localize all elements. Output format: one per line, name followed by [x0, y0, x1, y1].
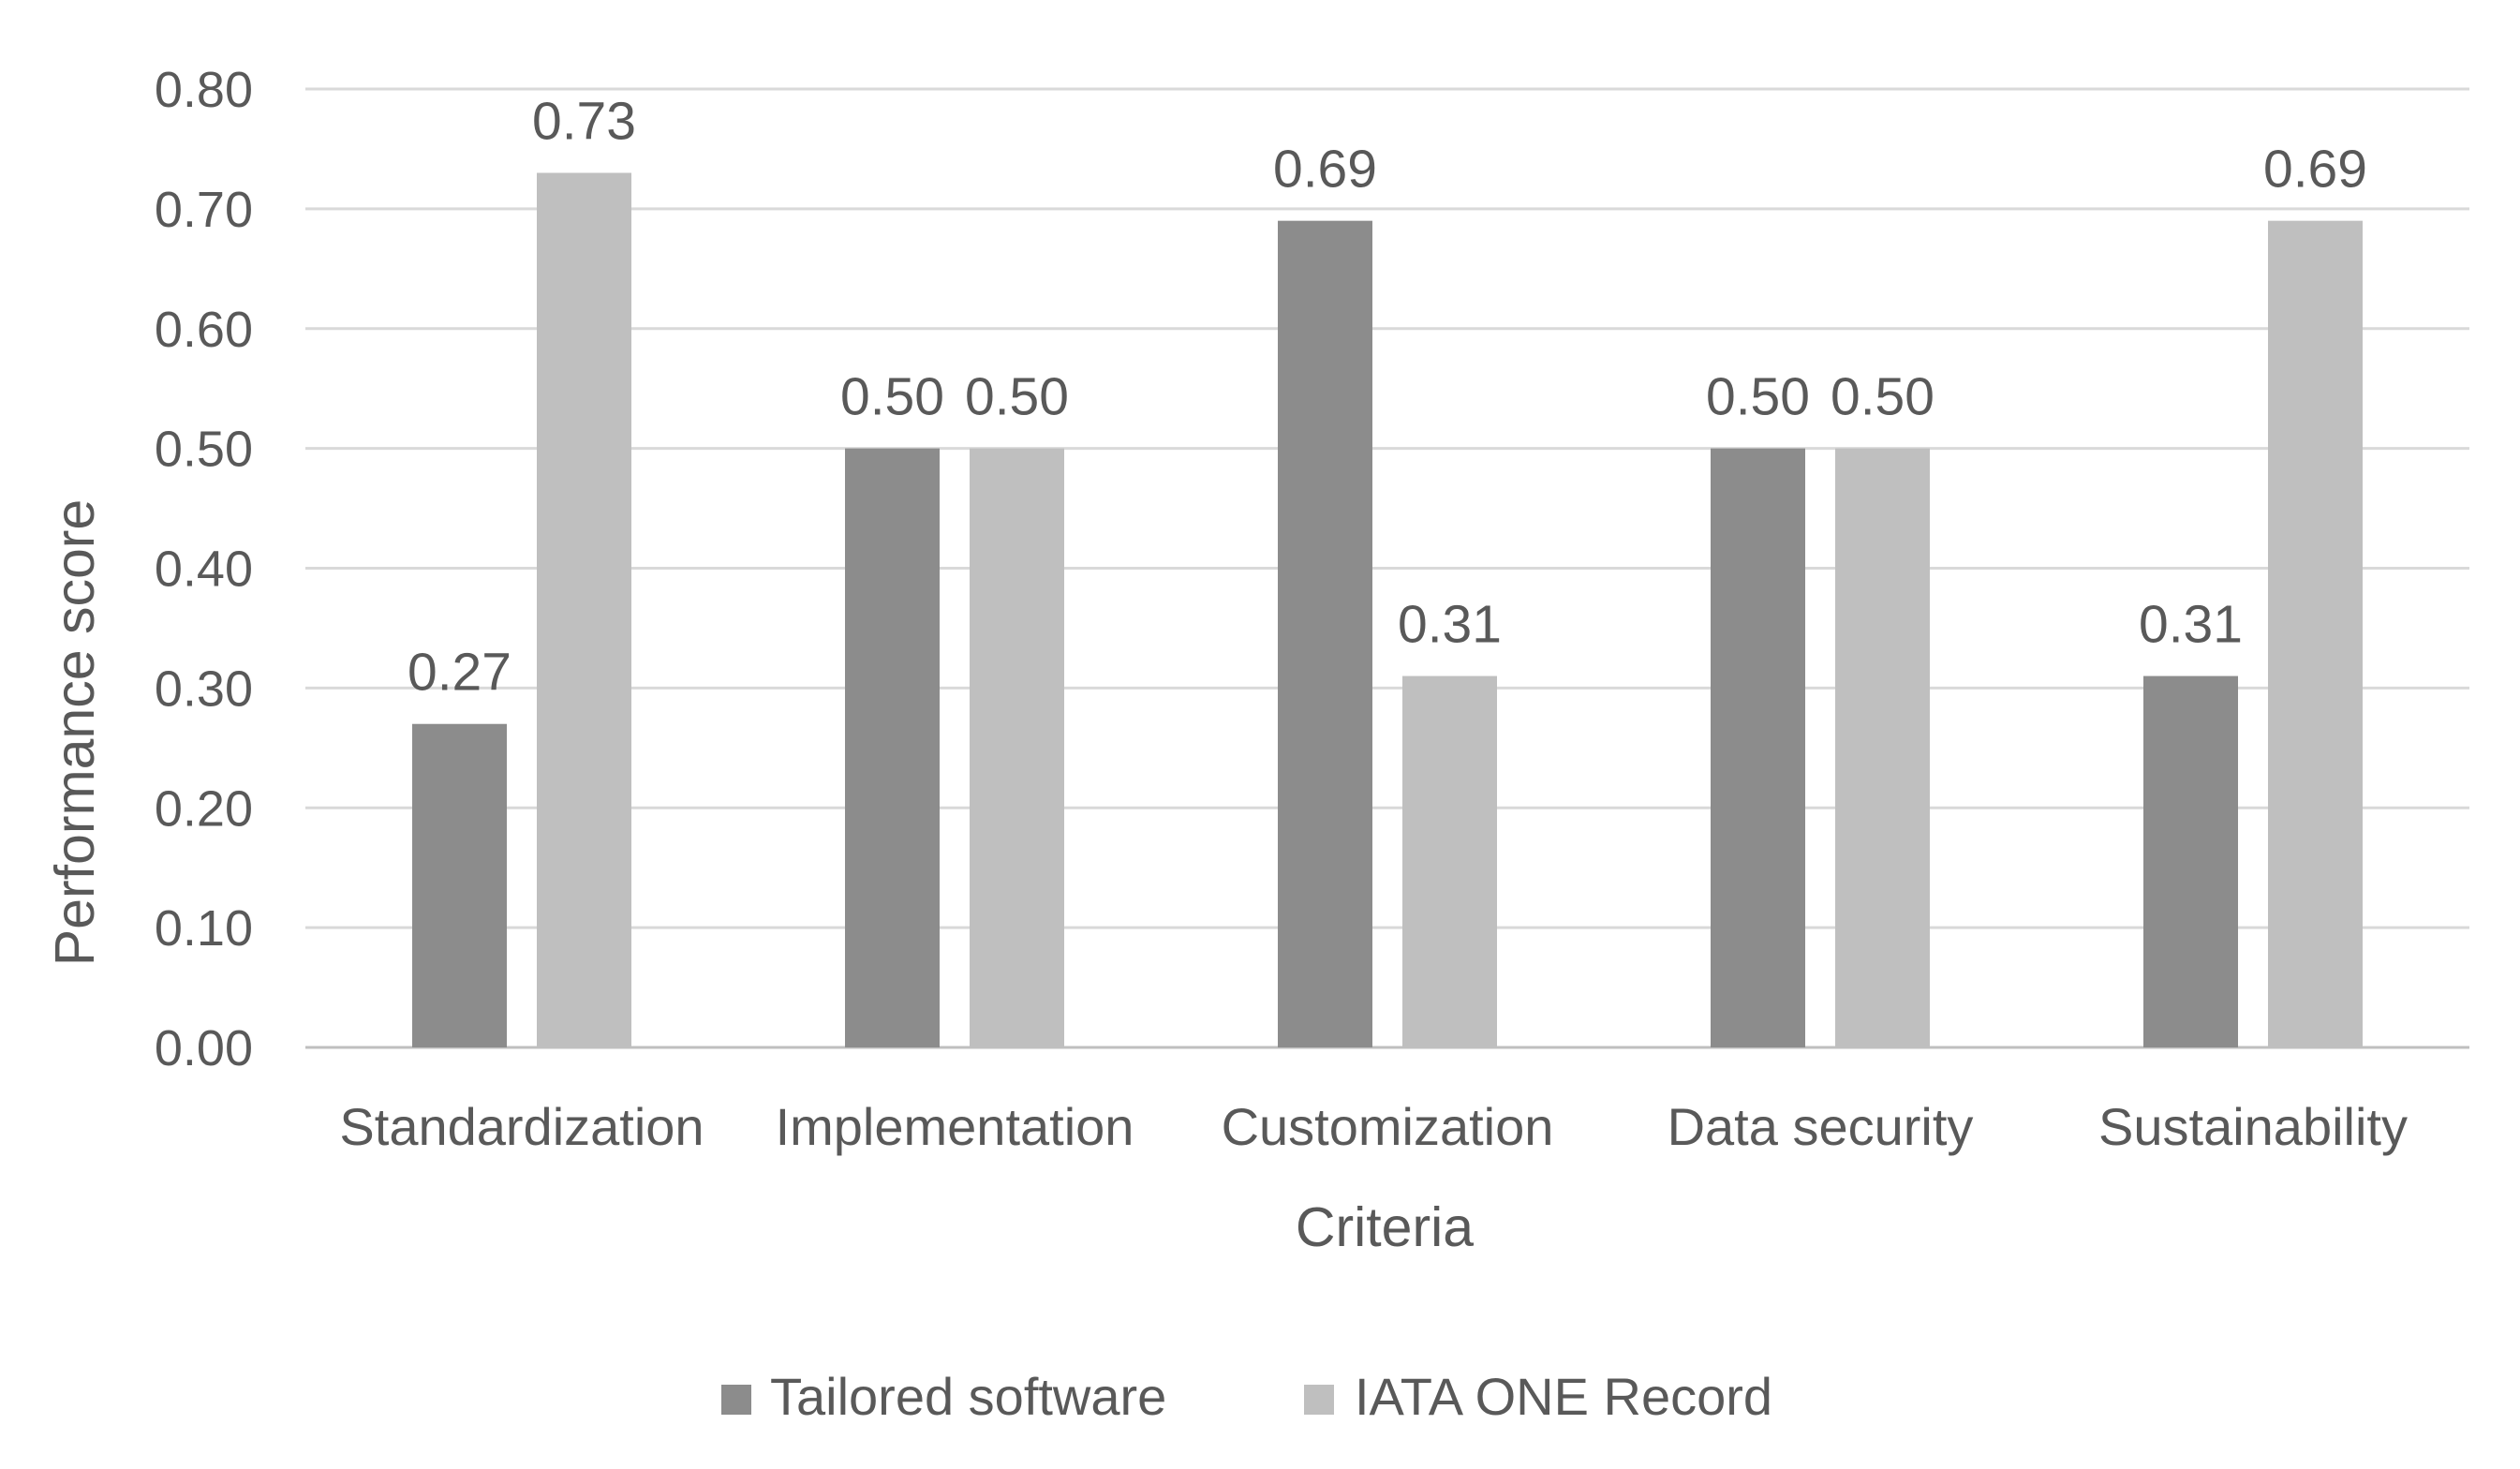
y-tick-label: 0.30 — [155, 660, 253, 717]
y-tick-label: 0.70 — [155, 182, 253, 238]
x-category-label: Implementation — [776, 1097, 1134, 1156]
bar-value-label: 0.50 — [1831, 367, 1934, 427]
bar-iata-one-record — [1402, 675, 1497, 1047]
bar-value-label: 0.27 — [408, 643, 511, 703]
legend-swatch-iata-one-record — [1304, 1385, 1334, 1415]
bar-value-label: 0.50 — [965, 367, 1069, 427]
bar-value-label: 0.50 — [1706, 367, 1810, 427]
y-tick-label: 0.00 — [155, 1020, 253, 1076]
y-tick-label: 0.40 — [155, 542, 253, 598]
x-axis-categories: Standardization Implementation Customizati… — [339, 1097, 2408, 1156]
y-tick-label: 0.20 — [155, 780, 253, 837]
legend-label-iata-one-record: IATA ONE Record — [1355, 1367, 1772, 1426]
y-axis-title: Performance score — [44, 499, 106, 966]
y-tick-label: 0.60 — [155, 302, 253, 358]
x-category-label: Standardization — [339, 1097, 704, 1156]
y-tick-label: 0.50 — [155, 422, 253, 478]
bar-tailored-software — [1711, 448, 1805, 1047]
bar-iata-one-record — [2268, 220, 2363, 1048]
legend: Tailored software IATA ONE Record — [721, 1367, 1772, 1426]
bar-tailored-software — [1278, 220, 1372, 1048]
bar-value-label: 0.69 — [1273, 140, 1377, 200]
bar-value-label: 0.69 — [2263, 140, 2367, 200]
bar-iata-one-record — [537, 172, 631, 1047]
x-axis-title: Criteria — [1296, 1196, 1474, 1258]
bar-tailored-software — [2143, 675, 2238, 1047]
gridlines — [305, 87, 2469, 1049]
bar-tailored-software — [412, 723, 507, 1047]
legend-label-tailored-software: Tailored software — [770, 1367, 1166, 1426]
y-tick-label: 0.80 — [155, 62, 253, 118]
x-category-label: Customization — [1222, 1097, 1554, 1156]
y-axis-ticks: 0.00 0.10 0.20 0.30 0.40 0.50 0.60 0.70 0.80 — [155, 62, 253, 1076]
bar-value-label: 0.31 — [2139, 595, 2243, 655]
x-category-label: Sustainability — [2098, 1097, 2408, 1156]
bar-iata-one-record — [970, 448, 1064, 1047]
data-labels: 0.27 0.73 0.50 0.50 0.69 0.31 0.50 0.50 0.31 0.69 — [408, 92, 2367, 703]
x-category-label: Data security — [1668, 1097, 1974, 1156]
bars — [412, 172, 2363, 1048]
bar-value-label: 0.31 — [1398, 595, 1502, 655]
bar-iata-one-record — [1835, 448, 1930, 1047]
bar-value-label: 0.50 — [840, 367, 944, 427]
bar-value-label: 0.73 — [532, 92, 636, 152]
bar-tailored-software — [845, 448, 940, 1047]
y-tick-label: 0.10 — [155, 900, 253, 957]
legend-swatch-tailored-software — [721, 1385, 751, 1415]
